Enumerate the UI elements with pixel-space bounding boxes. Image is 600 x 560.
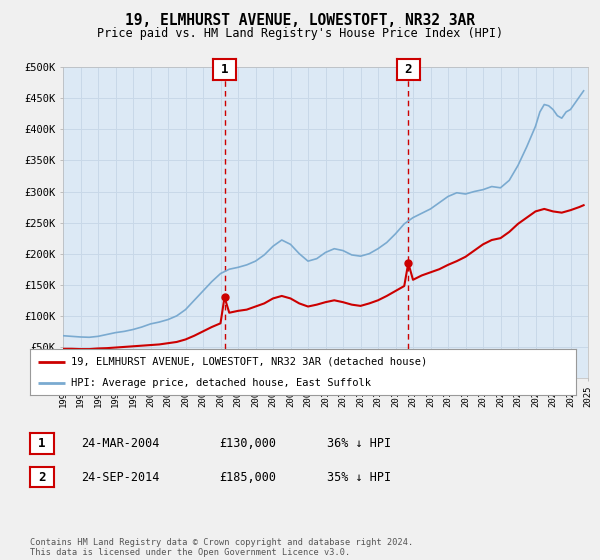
- Text: HPI: Average price, detached house, East Suffolk: HPI: Average price, detached house, East…: [71, 379, 371, 388]
- Text: 2: 2: [38, 470, 46, 484]
- Text: Price paid vs. HM Land Registry's House Price Index (HPI): Price paid vs. HM Land Registry's House …: [97, 27, 503, 40]
- Text: £130,000: £130,000: [219, 437, 276, 450]
- Text: 2: 2: [404, 63, 412, 76]
- Text: 24-MAR-2004: 24-MAR-2004: [81, 437, 160, 450]
- Text: 24-SEP-2014: 24-SEP-2014: [81, 470, 160, 484]
- Text: 19, ELMHURST AVENUE, LOWESTOFT, NR32 3AR: 19, ELMHURST AVENUE, LOWESTOFT, NR32 3AR: [125, 13, 475, 28]
- Text: Contains HM Land Registry data © Crown copyright and database right 2024.
This d: Contains HM Land Registry data © Crown c…: [30, 538, 413, 557]
- Text: 35% ↓ HPI: 35% ↓ HPI: [327, 470, 391, 484]
- Text: 1: 1: [221, 63, 228, 76]
- Text: 19, ELMHURST AVENUE, LOWESTOFT, NR32 3AR (detached house): 19, ELMHURST AVENUE, LOWESTOFT, NR32 3AR…: [71, 357, 427, 367]
- Text: 36% ↓ HPI: 36% ↓ HPI: [327, 437, 391, 450]
- Text: £185,000: £185,000: [219, 470, 276, 484]
- Text: 1: 1: [38, 437, 46, 450]
